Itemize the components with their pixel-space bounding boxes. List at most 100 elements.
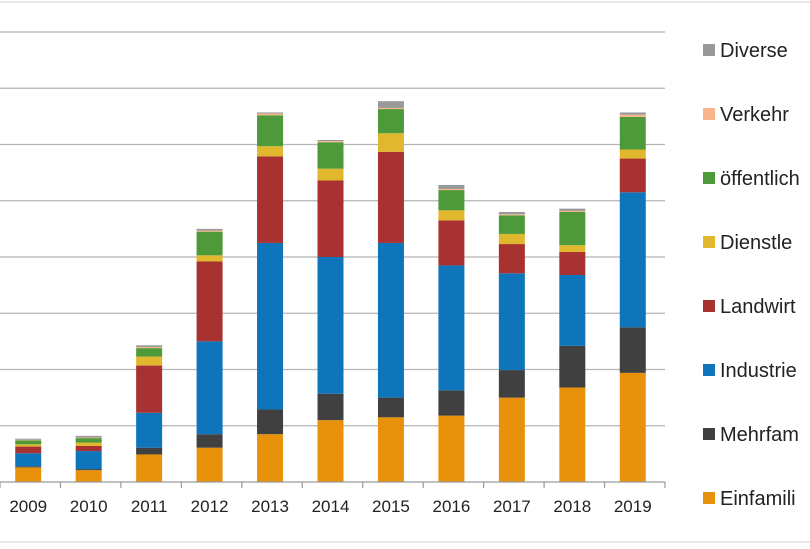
bar-segment (438, 210, 465, 221)
bar-segment (377, 397, 404, 418)
bar-segment (136, 454, 163, 482)
legend-label: Mehrfam (720, 424, 799, 446)
bar-segment (317, 257, 344, 394)
bar-segment (377, 133, 404, 152)
bar-segment (75, 435, 102, 438)
bar-segment (196, 447, 223, 482)
legend-swatch (703, 492, 715, 504)
bar-segment (15, 446, 42, 454)
bar-segment (377, 109, 404, 134)
bar-segment (75, 437, 102, 439)
x-axis: 2009 2010 2011 2012 2013 2014 2015 2016 2017 2018… (0, 481, 666, 516)
bar-segment (559, 212, 586, 246)
bar-segment (257, 112, 284, 114)
x-tick-label: 2014 (312, 497, 350, 516)
legend-swatch (703, 44, 715, 56)
bar-segment (15, 438, 42, 440)
bar-segment (619, 112, 646, 115)
bar-segment (559, 275, 586, 346)
bar-segment (75, 470, 102, 482)
x-tick-label: 2017 (493, 497, 531, 516)
bar-segment (257, 242, 284, 410)
bar-segment (317, 140, 344, 142)
bar-segment (559, 245, 586, 252)
x-tick-label: 2010 (70, 497, 108, 516)
x-tick-label: 2012 (191, 497, 229, 516)
bar-segment (196, 228, 223, 231)
legend-swatch (703, 108, 715, 120)
bar-segment (257, 146, 284, 157)
bar-segment (196, 261, 223, 342)
bar-segment (438, 265, 465, 391)
bar-segment (317, 141, 344, 143)
bar-segment (377, 151, 404, 243)
legend-swatch (703, 428, 715, 440)
bar-segment (438, 190, 465, 211)
legend-label: öffentlich (720, 168, 800, 190)
bar-segment (136, 348, 163, 357)
bars (15, 101, 646, 482)
bar-segment (75, 438, 102, 443)
bar-segment (498, 370, 525, 398)
bar-segment (317, 142, 344, 169)
bar-segment (619, 114, 646, 117)
legend-swatch (703, 364, 715, 376)
bar-segment (15, 467, 42, 482)
bar-segment (498, 273, 525, 371)
bar-segment (136, 447, 163, 455)
bar-segment (559, 210, 586, 212)
bar-segment (498, 397, 525, 482)
bar-segment (136, 356, 163, 366)
bar-segment (498, 215, 525, 234)
bar-segment (438, 188, 465, 191)
bar-segment (498, 212, 525, 215)
bar-segment (377, 417, 404, 482)
bar-segment (196, 255, 223, 262)
bar-segment (257, 113, 284, 116)
bar-segment (559, 251, 586, 275)
bar-segment (317, 168, 344, 181)
bar-segment (317, 393, 344, 421)
x-tick-label: 2011 (131, 497, 168, 516)
bar-segment (15, 444, 42, 447)
bar-segment (498, 244, 525, 274)
x-tick-label: 2019 (614, 497, 652, 516)
legend-label: Landwirt (720, 296, 796, 318)
x-tick-label: 2009 (9, 497, 47, 516)
legend: Diverse Verkehr öffentlich Dienstle Landwirt… (703, 40, 800, 510)
legend-swatch (703, 236, 715, 248)
bar-segment (619, 149, 646, 159)
bar-segment (619, 327, 646, 373)
bar-segment (136, 365, 163, 413)
x-tick-label: 2013 (251, 497, 289, 516)
bar-segment (559, 208, 586, 211)
bar-segment (136, 347, 163, 349)
bar-segment (438, 390, 465, 416)
bar-segment (15, 439, 42, 441)
bar-segment (196, 434, 223, 448)
bar-segment (438, 220, 465, 266)
x-tick-label: 2015 (372, 497, 410, 516)
bar-segment (377, 101, 404, 108)
legend-swatch (703, 172, 715, 184)
bar-segment (196, 341, 223, 435)
bar-segment (377, 107, 404, 110)
bar-segment (619, 192, 646, 328)
bar-segment (257, 409, 284, 435)
bar-segment (317, 420, 344, 482)
bar-segment (619, 158, 646, 193)
bar-segment (498, 214, 525, 216)
bar-segment (559, 345, 586, 388)
bar-segment (377, 242, 404, 398)
bar-segment (75, 442, 102, 446)
legend-label: Dienstle (720, 232, 792, 254)
bar-segment (559, 387, 586, 482)
legend-label: Industrie (720, 360, 797, 382)
bar-segment (257, 434, 284, 482)
bar-segment (438, 185, 465, 189)
bar-segment (619, 372, 646, 482)
bar-segment (75, 451, 102, 470)
